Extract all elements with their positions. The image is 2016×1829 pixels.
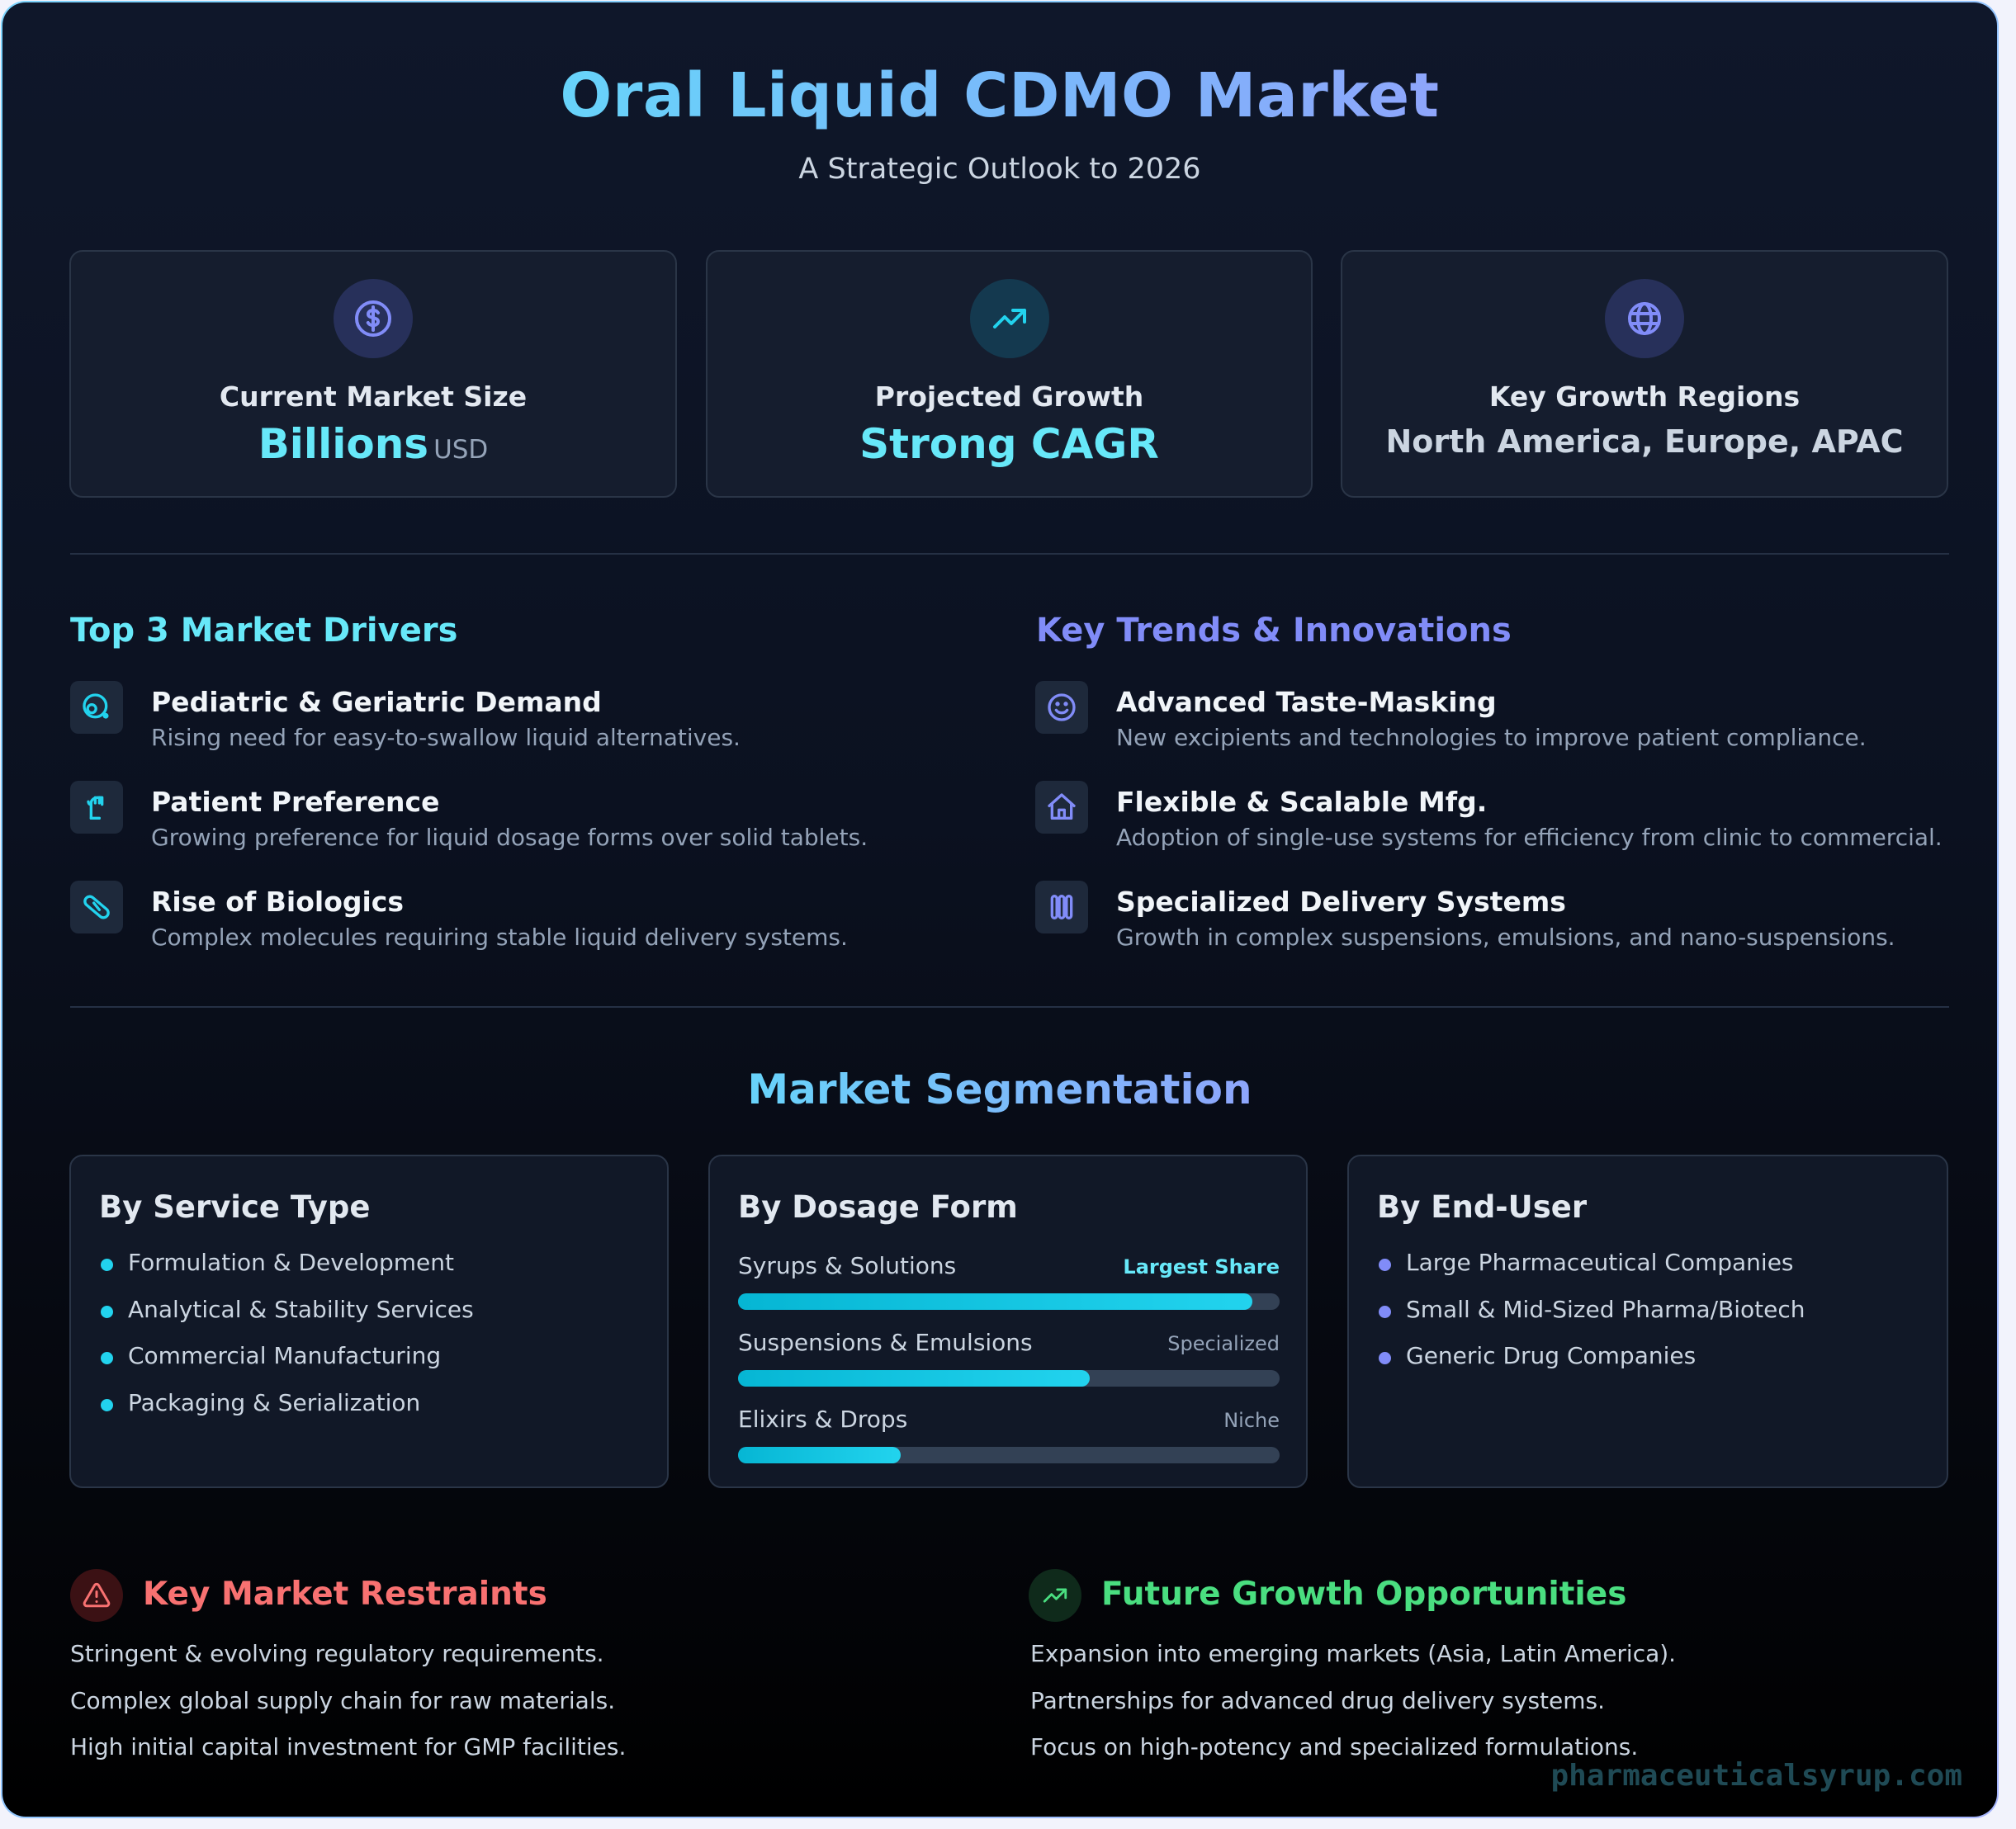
trending-up-icon [1029, 1569, 1081, 1622]
stat-value: Billions USD [71, 420, 675, 468]
hand-icon [70, 781, 123, 834]
stat-card-growth-regions: Key Growth Regions North America, Europe… [1341, 250, 1948, 498]
bar-tag: Largest Share [1123, 1255, 1280, 1278]
bar-fill [738, 1370, 1091, 1387]
list-item: Partnerships for advanced drug delivery … [1030, 1686, 1605, 1714]
trend-title: Specialized Delivery Systems [1116, 886, 1566, 918]
factory-home-icon [1035, 781, 1088, 834]
bullet-icon [101, 1259, 113, 1271]
bar-tag: Niche [1223, 1409, 1280, 1432]
stat-card-projected-growth: Projected Growth Strong CAGR [706, 250, 1313, 498]
dosage-bar-elixirs: Elixirs & Drops Niche [738, 1406, 1280, 1472]
opportunities-list: Expansion into emerging markets (Asia, L… [1030, 1640, 1676, 1780]
trend-desc: New excipients and technologies to impro… [1116, 724, 1867, 751]
trends-heading: Key Trends & Innovations [1036, 612, 1512, 650]
bar-track [738, 1447, 1280, 1463]
trend-desc: Growth in complex suspensions, emulsions… [1116, 924, 1895, 951]
list-item: Generic Drug Companies [1377, 1342, 1805, 1389]
stat-card-market-size: Current Market Size Billions USD [69, 250, 677, 498]
bar-tag: Specialized [1167, 1332, 1280, 1355]
list-item: Formulation & Development [99, 1249, 474, 1296]
stat-label: Key Growth Regions [1488, 380, 1801, 413]
driver-title: Pediatric & Geriatric Demand [151, 686, 602, 718]
pill-icon [70, 881, 123, 933]
driver-title: Rise of Biologics [151, 886, 405, 918]
stat-value: Strong CAGR [859, 420, 1159, 468]
list-item: Focus on high-potency and specialized fo… [1030, 1733, 1639, 1760]
list-item: Commercial Manufacturing [99, 1342, 474, 1389]
list-item: Packaging & Serialization [99, 1389, 474, 1436]
divider [70, 1006, 1949, 1008]
segment-heading: By Service Type [99, 1189, 371, 1225]
segment-heading: By End-User [1377, 1189, 1588, 1225]
bullet-icon [1379, 1352, 1391, 1364]
stat-unit: USD [433, 435, 489, 465]
service-type-list: Formulation & Development Analytical & S… [99, 1249, 474, 1435]
bullet-icon [1379, 1305, 1391, 1318]
trend-title: Advanced Taste-Masking [1116, 686, 1497, 718]
warning-icon [70, 1569, 123, 1622]
drivers-heading: Top 3 Market Drivers [70, 612, 458, 650]
list-item: High initial capital investment for GMP … [70, 1733, 627, 1760]
bullet-icon [101, 1305, 113, 1318]
watermark: pharmaceuticalsyrup.com [1550, 1759, 1963, 1793]
segment-heading: By Dosage Form [738, 1189, 1018, 1225]
page-title: Oral Liquid CDMO Market [560, 60, 1440, 131]
bullet-icon [1379, 1259, 1391, 1271]
page-subtitle: A Strategic Outlook to 2026 [798, 153, 1201, 186]
stat-label: Current Market Size [219, 380, 528, 413]
segmentation-title: Market Segmentation [747, 1066, 1252, 1113]
restraints-heading: Key Market Restraints [143, 1576, 547, 1613]
driver-desc: Complex molecules requiring stable liqui… [151, 924, 848, 951]
opportunities-heading: Future Growth Opportunities [1101, 1576, 1627, 1613]
list-item: Stringent & evolving regulatory requirem… [70, 1640, 604, 1667]
stat-value: North America, Europe, APAC [1385, 423, 1904, 460]
bar-label: Elixirs & Drops [738, 1406, 908, 1433]
stat-label: Projected Growth [874, 380, 1144, 413]
segment-card-service-type: By Service Type Formulation & Developmen… [69, 1155, 669, 1488]
list-item: Expansion into emerging markets (Asia, L… [1030, 1640, 1677, 1667]
bar-fill [738, 1447, 901, 1463]
bar-label: Syrups & Solutions [738, 1252, 957, 1279]
vials-icon [1035, 881, 1088, 933]
driver-desc: Rising need for easy-to-swallow liquid a… [151, 724, 741, 751]
list-item: Complex global supply chain for raw mate… [70, 1686, 616, 1714]
list-item: Analytical & Stability Services [99, 1296, 474, 1343]
driver-desc: Growing preference for liquid dosage for… [151, 824, 868, 851]
smile-icon [1035, 681, 1088, 734]
globe-icon [1605, 279, 1684, 358]
dosage-bar-syrups: Syrups & Solutions Largest Share [738, 1252, 1280, 1318]
restraints-list: Stringent & evolving regulatory requirem… [70, 1640, 626, 1780]
segment-card-end-user: By End-User Large Pharmaceutical Compani… [1347, 1155, 1948, 1488]
bar-track [738, 1293, 1280, 1310]
bullet-icon [101, 1398, 113, 1411]
dosage-bar-suspensions: Suspensions & Emulsions Specialized [738, 1329, 1280, 1395]
bar-track [738, 1370, 1280, 1387]
bullet-icon [101, 1352, 113, 1364]
divider [70, 553, 1949, 555]
trending-up-icon [969, 279, 1049, 358]
end-user-list: Large Pharmaceutical Companies Small & M… [1377, 1249, 1805, 1389]
baby-icon [70, 681, 123, 734]
driver-title: Patient Preference [151, 786, 440, 818]
segment-card-dosage-form: By Dosage Form Syrups & Solutions Larges… [708, 1155, 1308, 1488]
list-item: Small & Mid-Sized Pharma/Biotech [1377, 1296, 1805, 1343]
bar-label: Suspensions & Emulsions [738, 1329, 1033, 1356]
bar-fill [738, 1293, 1253, 1310]
stat-value-text: Billions [258, 420, 429, 468]
list-item: Large Pharmaceutical Companies [1377, 1249, 1805, 1296]
dollar-circle-icon [334, 279, 413, 358]
trend-title: Flexible & Scalable Mfg. [1116, 786, 1488, 818]
trend-desc: Adoption of single-use systems for effic… [1116, 824, 1943, 851]
